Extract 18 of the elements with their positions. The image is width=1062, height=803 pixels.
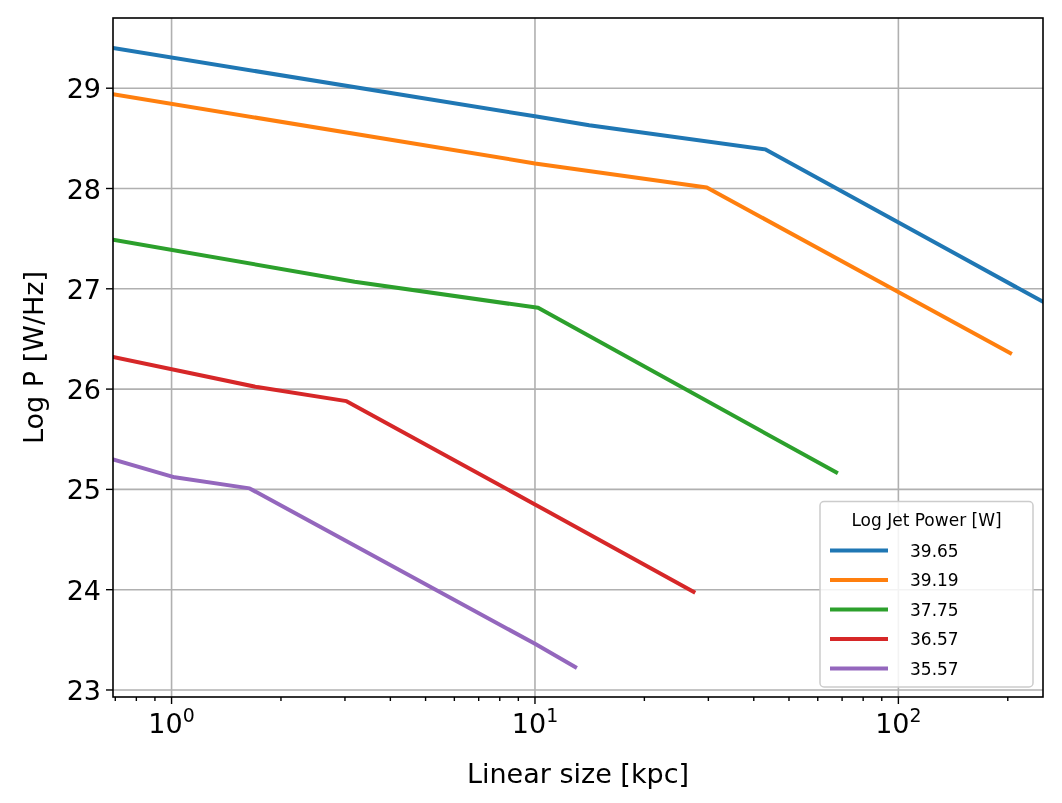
x-tick-label: 10$^{2}$ [875, 704, 922, 739]
y-tick-label: 25 [66, 474, 101, 506]
y-tick-label: 27 [66, 273, 101, 305]
legend-label: 39.65 [910, 540, 959, 561]
y-tick-label: 26 [66, 374, 101, 406]
x-axis-title: Linear size [kpc] [466, 758, 690, 789]
legend-label: 37.75 [910, 599, 959, 620]
y-axis-title: Log P [W/Hz] [18, 270, 49, 445]
y-tick-label: 24 [66, 574, 101, 606]
y-tick-label: 29 [66, 73, 101, 105]
legend-label: 39.19 [910, 570, 959, 590]
x-tick-label: 10$^{0}$ [148, 704, 195, 739]
y-tick-label: 23 [66, 674, 101, 706]
legend-label: 35.57 [910, 658, 959, 679]
legend-title: Log Jet Power [W] [851, 509, 1002, 530]
x-tick-label: 10$^{1}$ [511, 704, 559, 739]
legend-label: 36.57 [910, 629, 959, 649]
y-tick-label: 28 [66, 173, 101, 205]
